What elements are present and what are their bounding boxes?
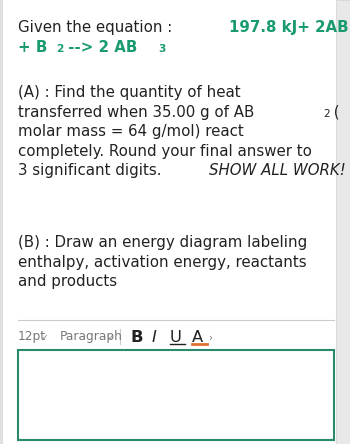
Text: (B) : Draw an energy diagram labeling: (B) : Draw an energy diagram labeling <box>18 235 307 250</box>
Text: Paragraph: Paragraph <box>60 330 123 343</box>
Bar <box>0 0 3 444</box>
Text: enthalpy, activation energy, reactants: enthalpy, activation energy, reactants <box>18 254 307 270</box>
Text: 3 significant digits.: 3 significant digits. <box>18 163 166 178</box>
Text: transferred when 35.00 g of AB: transferred when 35.00 g of AB <box>18 104 254 119</box>
Text: ›: › <box>209 333 212 343</box>
Bar <box>336 0 350 444</box>
Text: 12pt: 12pt <box>18 330 46 343</box>
Text: ✓: ✓ <box>108 333 114 342</box>
Text: completely. Round your final answer to: completely. Round your final answer to <box>18 143 312 159</box>
Text: (A) : Find the quantity of heat: (A) : Find the quantity of heat <box>18 85 241 100</box>
Text: 2: 2 <box>56 44 63 53</box>
Text: 197.8 kJ+ 2AB: 197.8 kJ+ 2AB <box>229 20 349 35</box>
Text: (: ( <box>329 104 340 119</box>
Text: A: A <box>192 330 203 345</box>
FancyBboxPatch shape <box>18 350 334 440</box>
Text: + B: + B <box>18 40 47 55</box>
Text: --> 2 AB: --> 2 AB <box>63 40 137 55</box>
Text: 3: 3 <box>159 44 166 53</box>
Text: B: B <box>130 330 142 345</box>
Text: I: I <box>152 330 157 345</box>
Text: 2: 2 <box>323 108 330 119</box>
Text: SHOW ALL WORK!: SHOW ALL WORK! <box>209 163 346 178</box>
Text: Given the equation :: Given the equation : <box>18 20 182 35</box>
Text: ✓: ✓ <box>42 333 48 342</box>
Text: molar mass = 64 g/mol) react: molar mass = 64 g/mol) react <box>18 124 244 139</box>
Text: and products: and products <box>18 274 117 289</box>
Text: U: U <box>170 330 182 345</box>
